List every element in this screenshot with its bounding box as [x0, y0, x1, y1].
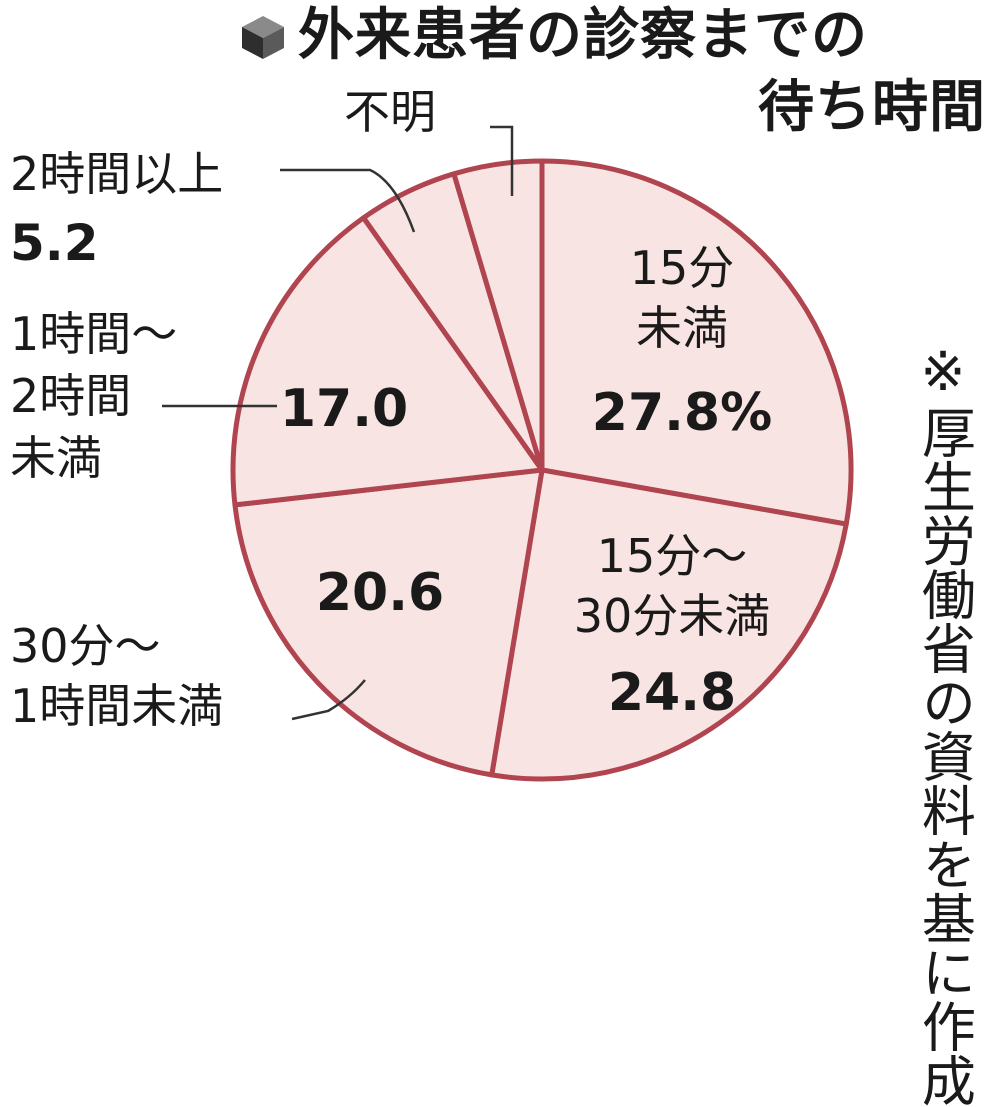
pie-slice-2 [232, 467, 545, 778]
leader-line-4 [280, 168, 416, 233]
source-note-mark: ※ [920, 340, 966, 403]
cube-icon [242, 16, 284, 59]
slice-label-1-line-0: 15分～ [597, 529, 748, 583]
source-note: ※ 厚生労働省の資料を基に作成 [912, 340, 976, 1107]
chart-title-line-2: 待ち時間 [758, 75, 986, 140]
slice-value-2: 20.6 [316, 563, 444, 623]
slice-label-3-line-2: 未満 [10, 431, 102, 485]
chart-title-line-1: 外来患者の診察までの [298, 3, 868, 68]
slice-value-4: 5.2 [10, 214, 99, 272]
slice-label-0-line-0: 15分 [630, 241, 735, 295]
slice-label-2-line-0: 30分～ [10, 619, 161, 673]
slice-label-5-line-0: 不明 [344, 85, 436, 139]
leader-line-5 [490, 125, 514, 196]
leader-line-2 [291, 679, 366, 721]
pie-slice-0 [539, 158, 854, 527]
slice-label-3-line-1: 2時間 [10, 369, 131, 423]
slice-label-4-line-0: 2時間以上 [10, 147, 223, 201]
slice-value-1: 24.8 [608, 663, 736, 723]
slice-label-3-line-0: 1時間～ [10, 307, 177, 361]
pie-slice-5 [451, 158, 545, 473]
slice-label-1-line-1: 30分未満 [574, 589, 771, 643]
pie-slice-3 [230, 215, 545, 508]
slice-label-2-line-1: 1時間未満 [10, 679, 223, 733]
slice-label-0-line-1: 未満 [636, 301, 728, 355]
slice-value-3: 17.0 [280, 379, 408, 439]
pie-slice-1 [489, 467, 849, 782]
slice-value-0: 27.8% [592, 383, 772, 443]
source-note-text: 厚生労働省の資料を基に作成 [912, 404, 976, 1107]
